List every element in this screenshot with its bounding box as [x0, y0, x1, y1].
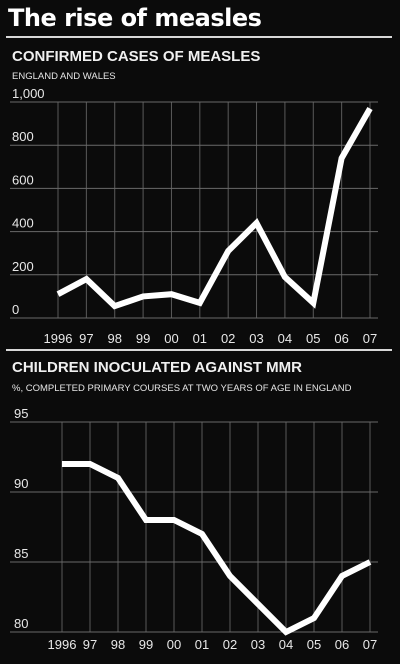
- series-line: [56, 107, 373, 310]
- mmr-line-chart: 80 85 90 95 1996 97 98 99 00 01 02 03 04 05 06 07: [10, 406, 378, 652]
- x-tick-label: 1996: [44, 331, 73, 346]
- x-tick-label: 05: [306, 331, 320, 346]
- x-tick-label: 00: [167, 637, 181, 652]
- x-tick-label: 06: [334, 331, 348, 346]
- x-tick-label: 06: [335, 637, 349, 652]
- chart-subtitle-cases: ENGLAND AND WALES: [12, 71, 116, 82]
- divider: [6, 349, 392, 351]
- x-tick-label: 03: [249, 331, 263, 346]
- x-tick-label: 00: [164, 331, 178, 346]
- x-tick-label: 1996: [48, 637, 77, 652]
- y-tick-label: 85: [14, 546, 28, 561]
- y-tick-label: 800: [12, 129, 34, 144]
- x-tick-label: 02: [221, 331, 235, 346]
- y-tick-label: 0: [12, 302, 19, 317]
- x-tick-label: 01: [195, 637, 209, 652]
- y-tick-label: 80: [14, 616, 28, 631]
- series-line: [62, 461, 372, 636]
- x-tick-label: 97: [83, 637, 97, 652]
- x-tick-label: 98: [107, 331, 121, 346]
- y-tick-label: 1,000: [12, 86, 45, 101]
- x-tick-label: 07: [363, 637, 377, 652]
- y-tick-label: 400: [12, 216, 34, 231]
- x-tick-label: 02: [223, 637, 237, 652]
- x-tick-label: 04: [279, 637, 293, 652]
- x-tick-label: 99: [136, 331, 150, 346]
- x-tick-label: 04: [278, 331, 292, 346]
- x-tick-label: 98: [111, 637, 125, 652]
- y-tick-label: 95: [14, 406, 28, 421]
- y-tick-label: 90: [14, 476, 28, 491]
- x-tick-label: 99: [139, 637, 153, 652]
- chart-title-cases: CONFIRMED CASES OF MEASLES: [12, 48, 261, 65]
- y-tick-label: 200: [12, 259, 34, 274]
- x-tick-label: 07: [363, 331, 377, 346]
- chart-title-mmr: CHILDREN INOCULATED AGAINST MMR: [12, 359, 302, 376]
- x-tick-label: 03: [251, 637, 265, 652]
- x-tick-label: 05: [307, 637, 321, 652]
- chart-subtitle-mmr: %, COMPLETED PRIMARY COURSES AT TWO YEAR…: [12, 383, 352, 394]
- cases-line-chart: 0 200 400 600 800 1,000 1996 97 98 99 00 01 02 03 04 05…: [10, 86, 378, 346]
- y-tick-label: 600: [12, 172, 34, 187]
- x-tick-label: 01: [193, 331, 207, 346]
- headline: The rise of measles: [8, 4, 262, 32]
- divider: [6, 36, 392, 38]
- x-tick-label: 97: [79, 331, 93, 346]
